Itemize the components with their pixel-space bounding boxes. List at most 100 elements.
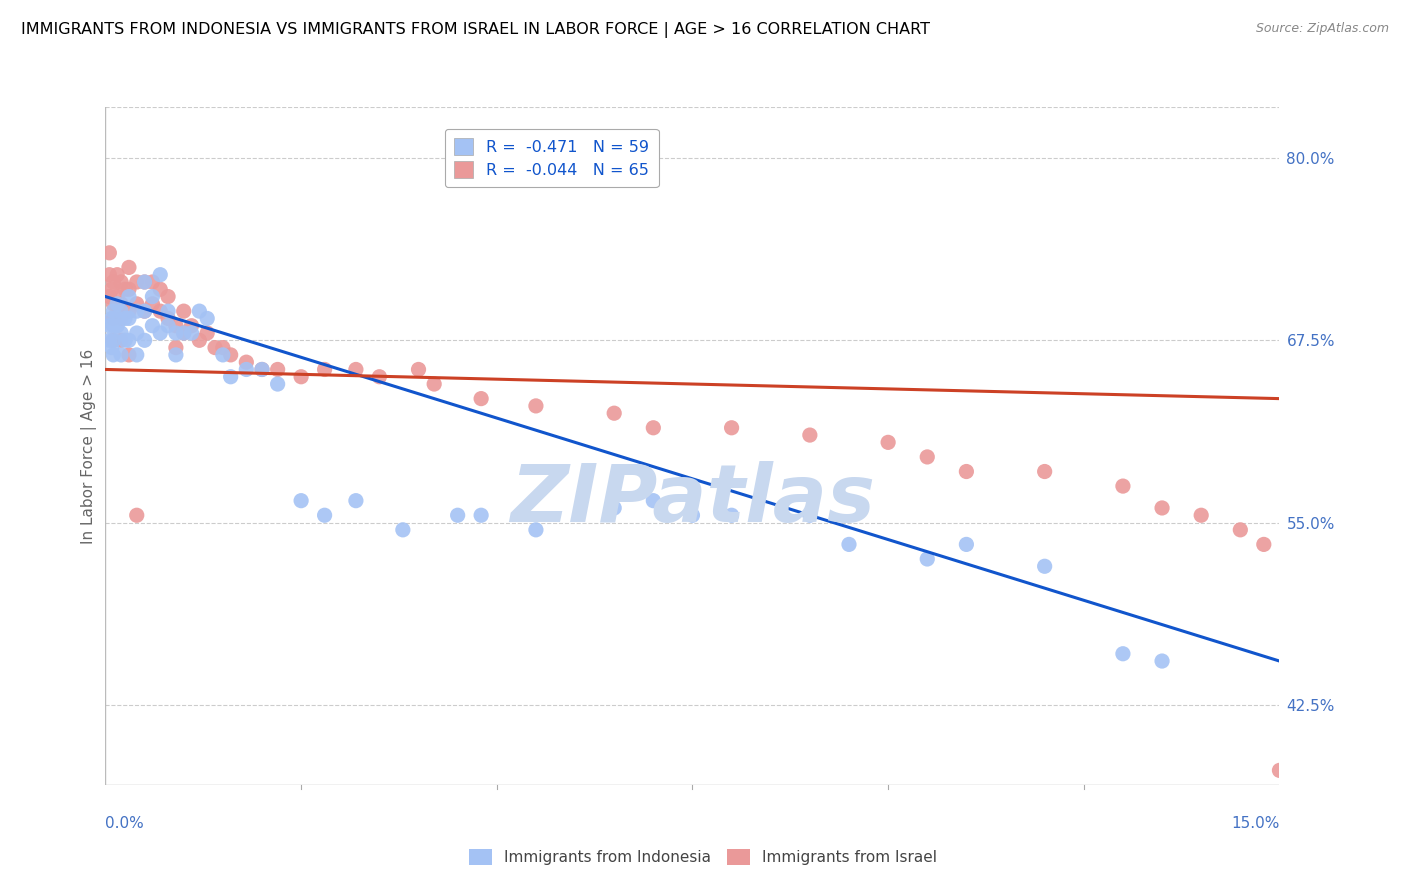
Point xyxy=(98,268,121,282)
Point xyxy=(149,282,172,296)
Point xyxy=(720,508,742,523)
Point xyxy=(915,552,938,566)
Point xyxy=(98,245,121,260)
Point xyxy=(219,369,242,384)
Point xyxy=(105,289,128,303)
Point xyxy=(134,304,156,318)
Point xyxy=(110,311,132,326)
Point xyxy=(157,311,180,326)
Point xyxy=(125,304,148,318)
Point xyxy=(211,348,233,362)
Point xyxy=(118,260,141,275)
Point xyxy=(110,326,132,340)
Point xyxy=(173,304,195,318)
Legend: Immigrants from Indonesia, Immigrants from Israel: Immigrants from Indonesia, Immigrants fr… xyxy=(463,843,943,871)
Point xyxy=(250,362,273,376)
Point xyxy=(188,304,211,318)
Point xyxy=(180,326,202,340)
Point xyxy=(149,326,172,340)
Point xyxy=(180,318,202,333)
Point xyxy=(235,355,257,369)
Point xyxy=(524,523,547,537)
Point xyxy=(1268,764,1291,778)
Point xyxy=(110,275,132,289)
Point xyxy=(100,341,122,355)
Point xyxy=(141,289,163,303)
Point xyxy=(955,537,977,551)
Point xyxy=(118,334,141,348)
Text: 0.0%: 0.0% xyxy=(105,816,145,831)
Point xyxy=(290,493,312,508)
Point xyxy=(1189,508,1212,523)
Point xyxy=(446,508,468,523)
Point xyxy=(219,348,242,362)
Point xyxy=(103,304,125,318)
Point xyxy=(799,428,821,442)
Point xyxy=(643,493,665,508)
Point xyxy=(134,334,156,348)
Point xyxy=(141,297,163,311)
Point xyxy=(110,304,132,318)
Point xyxy=(134,275,156,289)
Point xyxy=(211,341,233,355)
Point xyxy=(266,377,288,392)
Point xyxy=(290,369,312,384)
Point xyxy=(1112,479,1135,493)
Point xyxy=(100,282,122,296)
Point xyxy=(118,348,141,362)
Point xyxy=(266,362,288,376)
Point xyxy=(118,311,141,326)
Point xyxy=(1229,523,1251,537)
Point xyxy=(1033,465,1056,479)
Text: Source: ZipAtlas.com: Source: ZipAtlas.com xyxy=(1256,22,1389,36)
Point xyxy=(134,304,156,318)
Point xyxy=(408,362,430,376)
Point xyxy=(125,297,148,311)
Point xyxy=(915,450,938,464)
Point xyxy=(103,348,125,362)
Point xyxy=(955,465,977,479)
Text: IMMIGRANTS FROM INDONESIA VS IMMIGRANTS FROM ISRAEL IN LABOR FORCE | AGE > 16 CO: IMMIGRANTS FROM INDONESIA VS IMMIGRANTS … xyxy=(21,22,931,38)
Point xyxy=(103,311,125,326)
Point xyxy=(165,341,187,355)
Point xyxy=(105,268,128,282)
Point xyxy=(110,297,132,311)
Point xyxy=(1033,559,1056,574)
Point xyxy=(799,508,821,523)
Point xyxy=(118,289,141,303)
Point xyxy=(423,377,446,392)
Point xyxy=(110,334,132,348)
Point xyxy=(173,326,195,340)
Point xyxy=(114,311,136,326)
Point xyxy=(114,334,136,348)
Point xyxy=(173,326,195,340)
Point xyxy=(314,362,336,376)
Point xyxy=(149,304,172,318)
Point xyxy=(125,275,148,289)
Y-axis label: In Labor Force | Age > 16: In Labor Force | Age > 16 xyxy=(82,349,97,543)
Point xyxy=(141,275,163,289)
Point xyxy=(98,334,121,348)
Point xyxy=(103,297,125,311)
Point xyxy=(470,508,492,523)
Point xyxy=(470,392,492,406)
Point xyxy=(103,275,125,289)
Point xyxy=(1150,654,1173,668)
Point xyxy=(103,318,125,333)
Point xyxy=(524,399,547,413)
Point xyxy=(98,318,121,333)
Point xyxy=(157,289,180,303)
Point xyxy=(603,406,626,420)
Point xyxy=(157,318,180,333)
Point xyxy=(125,348,148,362)
Point xyxy=(250,362,273,376)
Point xyxy=(838,537,860,551)
Point xyxy=(1150,500,1173,515)
Point xyxy=(188,334,211,348)
Point xyxy=(105,318,128,333)
Point xyxy=(195,326,218,340)
Point xyxy=(118,282,141,296)
Point xyxy=(344,362,367,376)
Point xyxy=(1253,537,1275,551)
Point xyxy=(344,493,367,508)
